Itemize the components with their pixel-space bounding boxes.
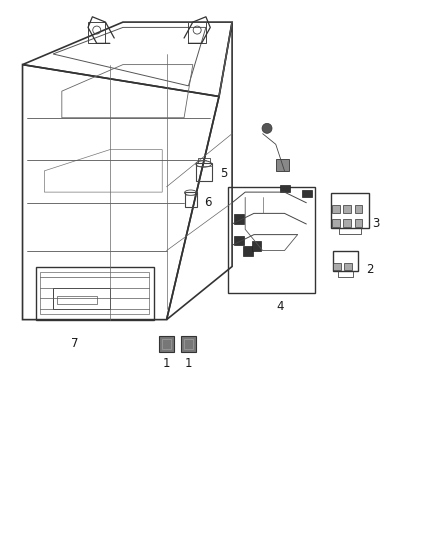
Bar (280, 184, 290, 192)
Bar (343, 205, 351, 213)
Bar (344, 263, 352, 270)
Bar (276, 159, 289, 171)
Bar (343, 219, 351, 227)
Text: 5: 5 (220, 167, 227, 180)
Bar (332, 193, 368, 228)
Text: 3: 3 (372, 217, 380, 230)
Bar (184, 338, 193, 349)
Text: 7: 7 (71, 337, 79, 350)
Bar (354, 219, 363, 227)
Bar (302, 190, 311, 197)
Bar (333, 263, 341, 270)
Text: 4: 4 (276, 300, 284, 313)
Text: 1: 1 (185, 357, 192, 370)
Text: 2: 2 (366, 263, 373, 276)
Bar (159, 336, 174, 351)
Bar (332, 219, 340, 227)
Bar (333, 251, 358, 271)
Circle shape (262, 123, 272, 133)
Bar (180, 336, 196, 351)
Bar (332, 205, 340, 213)
Bar (162, 338, 171, 349)
Bar (234, 236, 244, 245)
Bar (252, 241, 261, 251)
Text: 1: 1 (163, 357, 170, 370)
Text: 6: 6 (205, 196, 212, 209)
Bar (234, 214, 244, 224)
Bar (243, 246, 253, 256)
Bar (354, 205, 363, 213)
